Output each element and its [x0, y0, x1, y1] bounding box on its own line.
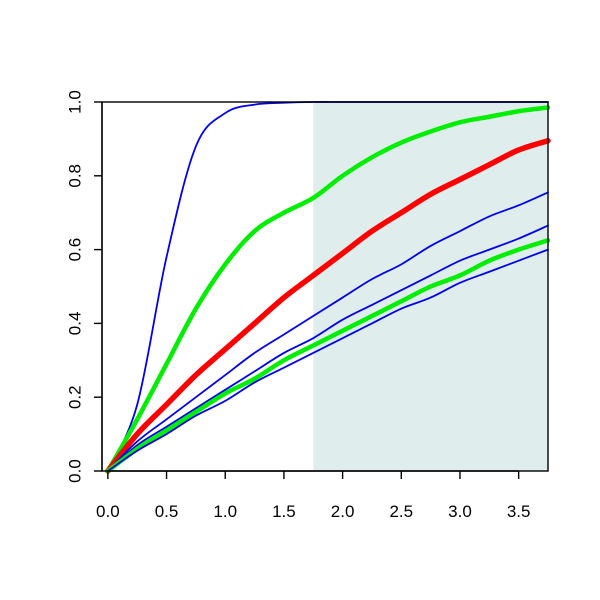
curves-layer [105, 101, 551, 474]
y-tick-label: 0.2 [66, 385, 85, 409]
series-line-6 [105, 238, 551, 474]
x-axis: 0.0 0.5 1.0 1.5 2.0 2.5 3.0 3.5 [96, 470, 531, 521]
x-tick-label: 2.0 [331, 502, 355, 521]
y-tick-label: 1.0 [66, 90, 85, 114]
x-tick-label: 0.0 [96, 502, 120, 521]
series-line-5 [106, 224, 549, 472]
x-tick-label: 2.5 [389, 502, 413, 521]
y-tick-label: 0.0 [66, 459, 85, 483]
y-tick-label: 0.6 [66, 238, 85, 262]
y-tick-label: 0.4 [66, 312, 85, 336]
y-tick-label: 0.8 [66, 164, 85, 188]
series-line-2 [105, 105, 551, 474]
x-tick-label: 0.5 [155, 502, 179, 521]
x-tick-label: 1.5 [272, 502, 296, 521]
y-axis: 0.0 0.2 0.4 0.6 0.8 1.0 [66, 90, 103, 483]
x-tick-label: 3.5 [507, 502, 531, 521]
x-tick-label: 1.0 [213, 502, 237, 521]
series-line-7 [106, 248, 549, 472]
x-tick-label: 3.0 [448, 502, 472, 521]
series-line-3 [105, 138, 551, 474]
series-line-4 [106, 191, 549, 472]
